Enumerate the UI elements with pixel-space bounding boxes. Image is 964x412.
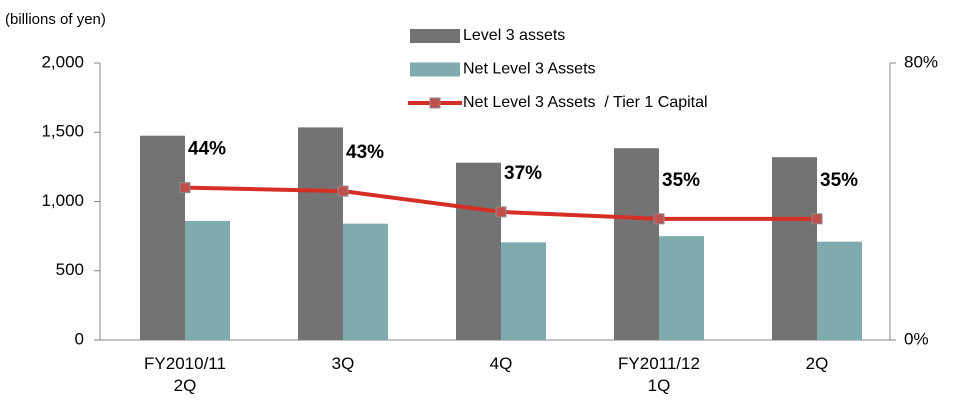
legend-swatch (410, 29, 460, 43)
legend-marker (429, 97, 441, 109)
x-tick-label: 4Q (490, 354, 513, 373)
x-tick-label: 3Q (332, 354, 355, 373)
x-tick-label: FY2011/12 1Q (618, 354, 700, 395)
marker (811, 213, 823, 225)
y-tick-label: 2,000 (41, 52, 84, 71)
y-tick-label: 0 (75, 329, 84, 348)
marker (179, 182, 191, 194)
data-label: 35% (662, 170, 700, 191)
y2-tick-label: 80% (904, 52, 938, 71)
x-tick-label: 2Q (806, 354, 829, 373)
legend-swatch (410, 62, 460, 77)
bar (298, 127, 343, 340)
legend-label: Net Level 3 Assets (463, 61, 596, 78)
y2-tick-label: 0% (904, 329, 929, 348)
y-tick-label: 500 (56, 260, 84, 279)
legend-label: Net Level 3 Assets / Tier 1 Capital (463, 94, 708, 111)
data-label: 37% (504, 163, 542, 184)
bar (614, 148, 659, 340)
y-tick-label: 1,000 (41, 191, 84, 210)
bar (501, 242, 546, 340)
marker (653, 213, 665, 225)
marker (337, 185, 349, 197)
y-axis-label: (billions of yen) (5, 11, 106, 28)
marker (495, 206, 507, 218)
x-tick-label: FY2010/11 2Q (144, 354, 226, 395)
data-label: 35% (820, 170, 858, 191)
data-label: 43% (346, 142, 384, 163)
legend-label: Level 3 assets (463, 27, 565, 44)
bar (659, 236, 704, 340)
y-tick-label: 1,500 (41, 122, 84, 141)
bar (185, 220, 230, 340)
data-label: 44% (188, 139, 226, 160)
bar (140, 135, 185, 340)
bar (456, 162, 501, 340)
bar (772, 157, 817, 340)
bar (343, 223, 388, 340)
bar (817, 241, 862, 340)
